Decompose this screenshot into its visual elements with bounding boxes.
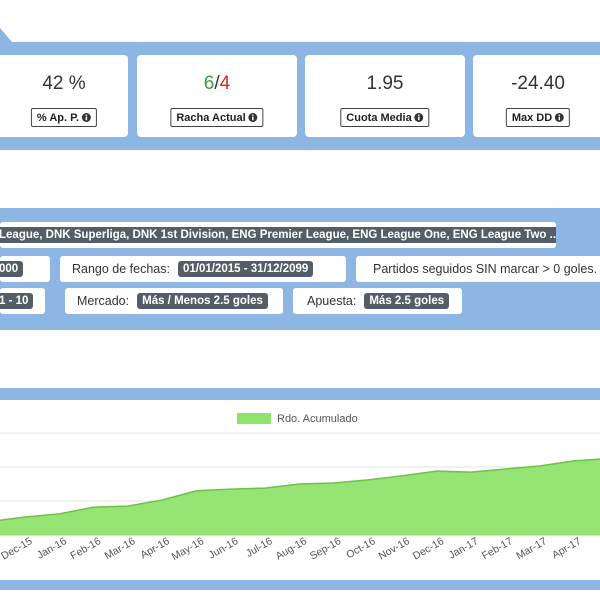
filter-box: 1 - 10 (0, 288, 45, 314)
filter-badge: Más / Menos 2.5 goles (137, 293, 268, 309)
x-tick-label: Mar-16 (103, 535, 138, 562)
x-tick-label: Feb-16 (68, 535, 103, 562)
stat-label-text: Racha Actual (176, 111, 246, 124)
x-tick-label: Dec-16 (411, 535, 446, 562)
x-tick-label: Nov-16 (376, 535, 411, 562)
filter-badge: 1 - 10 (0, 293, 34, 309)
stat-value: 1.95 (366, 73, 404, 94)
filter-label: Partidos seguidos SIN marcar > 0 goles. (373, 262, 598, 276)
stat-card: -24.40 Max DD (473, 55, 600, 137)
x-tick-label: Oct-16 (344, 535, 377, 561)
x-tick-label: Jan-17 (447, 535, 481, 562)
x-tick-label: Jan-16 (35, 535, 69, 562)
filter-label: Apuesta: (307, 294, 357, 308)
x-tick-label: Sep-16 (308, 535, 343, 562)
stat-label[interactable]: Racha Actual (170, 108, 264, 127)
x-tick-label: Jun-16 (206, 535, 240, 562)
stat-card: 1.95 Cuota Media (305, 55, 465, 137)
filter-label: Rango de fechas: (72, 262, 170, 276)
stat-label[interactable]: Max DD (505, 108, 571, 127)
x-tick-label: Mar-17 (514, 535, 549, 562)
x-tick-label: Dec-15 (0, 535, 35, 562)
stat-card: 42 % % Ap. P. (0, 55, 128, 137)
stat-value: 6/4 (137, 73, 297, 95)
filter-badge: League, DNK Superliga, DNK 1st Division,… (0, 227, 556, 243)
filter-box: League, DNK Superliga, DNK 1st Division,… (0, 222, 556, 248)
x-tick-label: Apr-16 (138, 535, 171, 561)
streak-sep: / (214, 73, 220, 94)
legend-swatch (237, 413, 271, 424)
filter-badge: 01/01/2015 - 31/12/2099 (178, 261, 314, 277)
area (0, 459, 600, 535)
filter-box: Mercado: Más / Menos 2.5 goles (65, 288, 283, 314)
x-tick-label: May-16 (170, 535, 206, 563)
legend-label: Rdo. Acumulado (277, 413, 358, 425)
streak-won: 6 (203, 73, 215, 94)
stat-label-text: Cuota Media (346, 111, 412, 124)
x-tick-label: Feb-17 (480, 535, 515, 562)
filter-badge: 000 (0, 261, 24, 277)
info-icon (555, 113, 565, 122)
stat-value: 42 % (42, 73, 86, 94)
filter-box: Apuesta: Más 2.5 goles (293, 288, 462, 314)
filter-label: Mercado: (77, 294, 130, 308)
filter-box: Rango de fechas: 01/01/2015 - 31/12/2099 (60, 256, 346, 282)
stat-label[interactable]: % Ap. P. (30, 108, 98, 127)
x-tick-label: Aug-16 (274, 535, 309, 562)
stat-label-text: Max DD (511, 111, 553, 124)
stat-value: -24.40 (511, 73, 565, 94)
area-line (0, 458, 600, 521)
tab-corner (0, 28, 12, 42)
info-icon (248, 113, 258, 122)
info-icon (414, 113, 424, 122)
stat-label[interactable]: Cuota Media (340, 108, 430, 127)
x-tick-label: Jul-16 (244, 535, 275, 560)
streak-lost: 4 (219, 73, 231, 94)
x-tick-label: Apr-17 (550, 535, 583, 561)
stat-label-text: % Ap. P. (36, 111, 80, 124)
filter-badge: Más 2.5 goles (364, 293, 450, 309)
filter-box: Partidos seguidos SIN marcar > 0 goles. (356, 256, 600, 282)
stat-card: 6/4 Racha Actual (137, 55, 297, 137)
info-icon (82, 113, 92, 122)
filter-box: 000 (0, 256, 50, 282)
